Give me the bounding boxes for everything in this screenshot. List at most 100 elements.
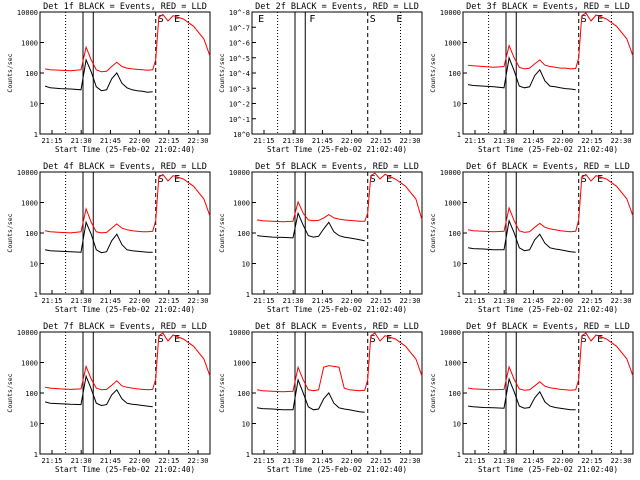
x-tick-label: 21:15 xyxy=(464,457,485,465)
x-tick-label: 22:15 xyxy=(581,457,602,465)
panel-title: Det 1f BLACK = Events, RED = LLD xyxy=(43,2,207,12)
lld-series-line xyxy=(45,173,211,234)
y-tick-label: 10000 xyxy=(440,9,461,17)
chart-panel-4: Det 4f BLACK = Events, RED = LLD 10000 100… xyxy=(6,162,211,314)
marker-label: E xyxy=(597,174,603,185)
y-tick-label: 100 xyxy=(25,230,38,238)
y-tick-label: 10^-4 xyxy=(229,70,250,78)
y-tick-label: 10 xyxy=(453,101,461,109)
chart-panel-1: Det 1f BLACK = Events, RED = LLD 10000 100… xyxy=(6,2,211,154)
x-tick-label: 21:30 xyxy=(283,457,304,465)
y-tick-label: 1000 xyxy=(233,360,250,368)
y-axis-label: Counts/sec xyxy=(429,373,437,412)
x-tick-label: 22:00 xyxy=(129,457,150,465)
x-tick-label: 22:30 xyxy=(187,297,208,305)
events-series-line xyxy=(468,56,576,91)
chart-panel-7: Det 7f BLACK = Events, RED = LLD 10000 100… xyxy=(6,322,211,474)
y-tick-label: 10000 xyxy=(229,329,250,337)
x-axis-label: Start Time (25-Feb-02 21:02:40) xyxy=(478,145,618,154)
x-tick-label: 22:30 xyxy=(399,137,420,145)
x-tick-label: 22:00 xyxy=(129,297,150,305)
x-axis-label: Start Time (25-Feb-02 21:02:40) xyxy=(55,145,195,154)
events-series-line xyxy=(257,211,365,242)
x-tick-label: 21:45 xyxy=(312,457,333,465)
x-tick-label: 22:00 xyxy=(341,297,362,305)
x-tick-label: 22:30 xyxy=(610,297,631,305)
chart-panel-5: Det 5f BLACK = Events, RED = LLD 10000 100… xyxy=(218,162,423,314)
panel-title: Det 3f BLACK = Events, RED = LLD xyxy=(466,2,630,12)
lld-series-line xyxy=(468,173,634,233)
chart-panel-2: Det 2f BLACK = Events, RED = LLD 10^-8 10^… xyxy=(218,2,423,154)
x-tick-label: 21:30 xyxy=(71,137,92,145)
y-tick-label: 10^-3 xyxy=(229,85,250,93)
y-axis-label: Counts/sec xyxy=(429,213,437,252)
y-tick-label: 10000 xyxy=(440,329,461,337)
x-tick-label: 22:15 xyxy=(158,297,179,305)
chart-panel-9: Det 9f BLACK = Events, RED = LLD 10000 100… xyxy=(429,322,634,474)
y-tick-label: 100 xyxy=(448,390,461,398)
x-tick-label: 21:45 xyxy=(523,297,544,305)
y-tick-label: 10 xyxy=(30,261,38,269)
y-tick-label: 100 xyxy=(237,390,250,398)
marker-label: E xyxy=(597,334,603,345)
x-tick-label: 22:30 xyxy=(399,297,420,305)
x-tick-label: 21:45 xyxy=(523,137,544,145)
marker-label: E xyxy=(174,334,180,345)
x-tick-label: 22:15 xyxy=(370,457,391,465)
x-axis-label: Start Time (25-Feb-02 21:02:40) xyxy=(267,305,407,314)
y-tick-label: 10^0 xyxy=(233,131,250,139)
y-tick-label: 10 xyxy=(30,421,38,429)
y-tick-label: 1 xyxy=(246,451,250,459)
x-tick-label: 21:30 xyxy=(494,297,515,305)
x-tick-label: 22:00 xyxy=(552,457,573,465)
x-tick-label: 21:15 xyxy=(253,137,274,145)
marker-label: E xyxy=(396,14,402,25)
x-tick-label: 22:15 xyxy=(581,137,602,145)
marker-label: S xyxy=(370,174,376,185)
x-tick-label: 21:45 xyxy=(312,137,333,145)
marker-label: E xyxy=(386,334,392,345)
x-tick-label: 22:30 xyxy=(187,457,208,465)
x-tick-label: 22:00 xyxy=(552,297,573,305)
marker-label: S xyxy=(370,334,376,345)
events-series-line xyxy=(44,374,153,408)
y-tick-label: 10 xyxy=(453,421,461,429)
x-tick-label: 21:15 xyxy=(464,137,485,145)
x-tick-label: 22:00 xyxy=(552,137,573,145)
x-tick-label: 21:30 xyxy=(494,457,515,465)
marker-label: E xyxy=(174,14,180,25)
events-series-line xyxy=(257,378,365,413)
y-axis-label: Counts/sec xyxy=(429,53,437,92)
marker-label: S xyxy=(370,14,376,25)
x-tick-label: 21:45 xyxy=(312,297,333,305)
panel-title: Det 9f BLACK = Events, RED = LLD xyxy=(466,322,630,332)
x-tick-label: 22:15 xyxy=(158,457,179,465)
y-tick-label: 100 xyxy=(237,230,250,238)
marker-label: F xyxy=(309,14,315,25)
x-tick-label: 22:15 xyxy=(581,297,602,305)
x-axis-label: Start Time (25-Feb-02 21:02:40) xyxy=(55,305,195,314)
y-tick-label: 10000 xyxy=(17,9,38,17)
y-tick-label: 10^-8 xyxy=(229,9,250,17)
panel-title: Det 7f BLACK = Events, RED = LLD xyxy=(43,322,207,332)
x-axis-label: Start Time (25-Feb-02 21:02:40) xyxy=(55,465,195,474)
y-tick-label: 10 xyxy=(242,261,250,269)
y-tick-label: 1 xyxy=(34,131,38,139)
x-tick-label: 22:00 xyxy=(341,137,362,145)
x-tick-label: 21:45 xyxy=(523,457,544,465)
lld-series-line xyxy=(45,332,211,391)
x-tick-label: 21:15 xyxy=(41,297,62,305)
y-tick-label: 10000 xyxy=(17,329,38,337)
y-tick-label: 1 xyxy=(457,131,461,139)
y-tick-label: 10^-5 xyxy=(229,55,250,63)
y-tick-label: 1 xyxy=(34,451,38,459)
x-tick-label: 22:15 xyxy=(158,137,179,145)
marker-label: S xyxy=(581,174,587,185)
y-axis-label: Counts/sec xyxy=(6,53,14,92)
marker-label: E xyxy=(386,174,392,185)
y-tick-label: 1 xyxy=(457,291,461,299)
y-axis-label: Counts/sec xyxy=(218,53,226,92)
panel-title: Det 8f BLACK = Events, RED = LLD xyxy=(255,322,419,332)
y-tick-label: 10000 xyxy=(229,169,250,177)
